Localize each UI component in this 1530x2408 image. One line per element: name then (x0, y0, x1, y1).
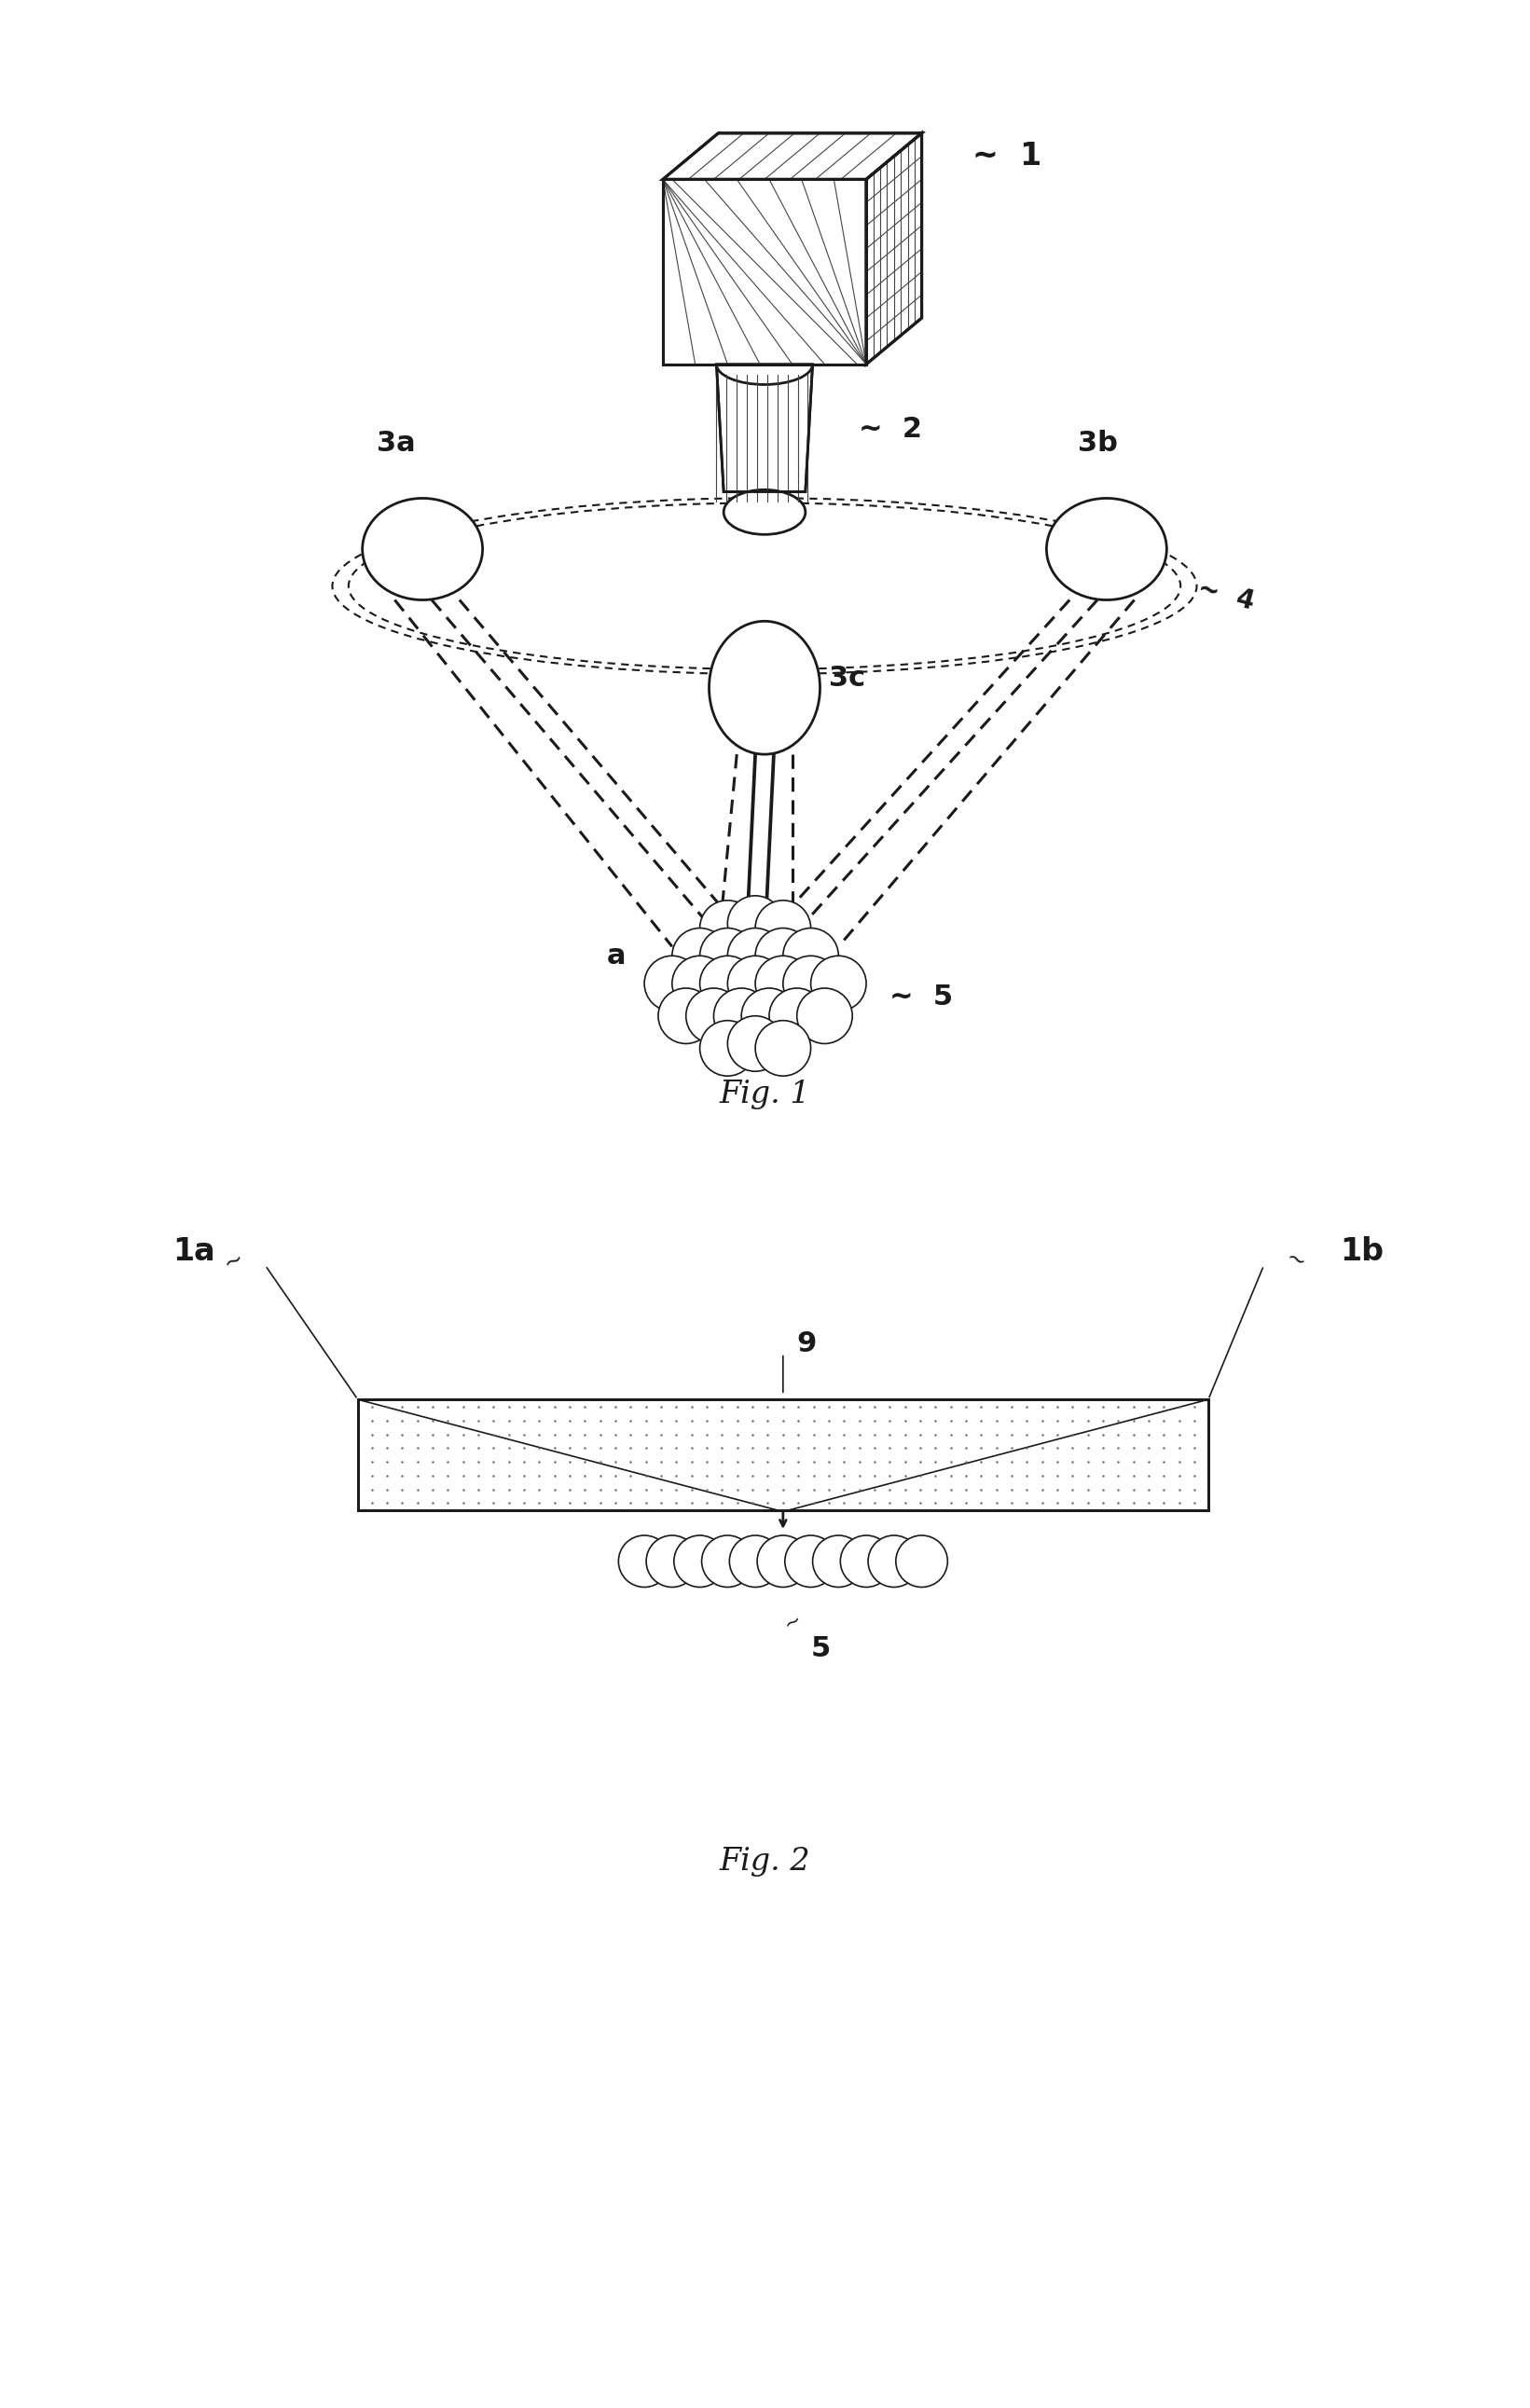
Ellipse shape (1047, 498, 1167, 600)
Text: a: a (607, 942, 626, 970)
Ellipse shape (363, 498, 482, 600)
Polygon shape (716, 364, 812, 491)
Circle shape (699, 901, 756, 956)
Circle shape (797, 987, 852, 1043)
Circle shape (895, 1536, 947, 1587)
Circle shape (756, 927, 811, 982)
Circle shape (783, 927, 838, 982)
Circle shape (672, 956, 728, 1011)
Text: Fig. 2: Fig. 2 (719, 1847, 809, 1876)
Ellipse shape (724, 489, 805, 535)
Circle shape (713, 987, 770, 1043)
Text: 5: 5 (811, 1635, 831, 1662)
Circle shape (644, 956, 699, 1011)
Text: 3c: 3c (829, 665, 866, 691)
Circle shape (742, 987, 797, 1043)
Circle shape (658, 987, 713, 1043)
Bar (358, 1399, 1209, 1510)
Circle shape (756, 1021, 811, 1076)
Circle shape (770, 987, 825, 1043)
Circle shape (730, 1536, 782, 1587)
Circle shape (685, 987, 742, 1043)
Text: 1a: 1a (173, 1235, 216, 1267)
Bar (662, 178, 866, 364)
Text: ~ 5: ~ 5 (889, 985, 953, 1011)
Text: ~ 4: ~ 4 (1195, 576, 1258, 616)
Bar (358, 1399, 1209, 1510)
Circle shape (728, 1016, 783, 1072)
Text: ~: ~ (1282, 1247, 1310, 1276)
Text: 3b: 3b (1077, 429, 1117, 458)
Circle shape (757, 1536, 809, 1587)
Text: ~: ~ (780, 1609, 805, 1633)
Polygon shape (662, 132, 921, 178)
Circle shape (728, 956, 783, 1011)
Bar (662, 178, 866, 364)
Circle shape (672, 927, 728, 982)
Circle shape (618, 1536, 670, 1587)
Ellipse shape (716, 344, 812, 385)
Text: ~ 1: ~ 1 (973, 140, 1042, 171)
Text: 9: 9 (797, 1332, 817, 1358)
Circle shape (699, 1021, 756, 1076)
Circle shape (811, 956, 866, 1011)
Circle shape (812, 1536, 864, 1587)
Ellipse shape (708, 621, 820, 754)
Circle shape (756, 901, 811, 956)
Circle shape (785, 1536, 837, 1587)
Circle shape (646, 1536, 698, 1587)
Text: Fig. 1: Fig. 1 (719, 1079, 809, 1110)
Circle shape (728, 896, 783, 951)
Text: ~: ~ (220, 1247, 246, 1276)
Circle shape (756, 956, 811, 1011)
Circle shape (673, 1536, 725, 1587)
Circle shape (699, 956, 756, 1011)
Circle shape (702, 1536, 753, 1587)
Circle shape (728, 927, 783, 982)
Circle shape (783, 956, 838, 1011)
Circle shape (840, 1536, 892, 1587)
Polygon shape (866, 132, 921, 364)
Text: 3a: 3a (376, 429, 415, 458)
Circle shape (868, 1536, 920, 1587)
Circle shape (699, 927, 756, 982)
Text: ~ 2: ~ 2 (858, 417, 923, 443)
Text: 1b: 1b (1340, 1235, 1385, 1267)
